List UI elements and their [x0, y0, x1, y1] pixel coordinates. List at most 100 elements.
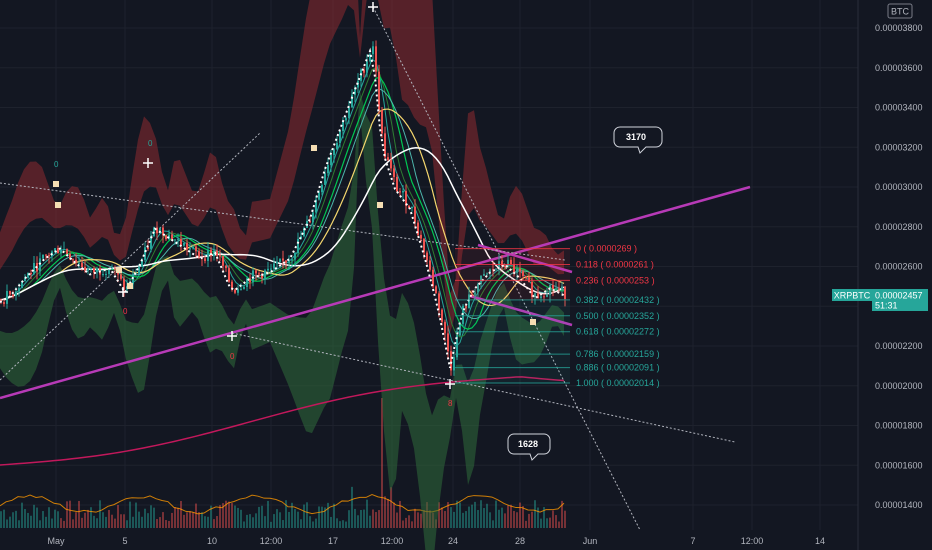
volume-bar	[87, 509, 89, 528]
time-tick-label: Jun	[583, 536, 598, 546]
candle-body	[420, 234, 422, 239]
volume-bar	[36, 507, 38, 528]
candle-body	[540, 296, 542, 299]
volume-bar	[498, 509, 500, 528]
candle-body	[78, 262, 80, 264]
volume-bar	[219, 505, 221, 528]
signal-square	[127, 283, 133, 289]
candle-body	[528, 277, 530, 282]
callout-1628[interactable]: 1628	[507, 433, 551, 461]
candle-body	[426, 252, 428, 261]
volume-bar	[192, 512, 194, 528]
volume-bar	[342, 520, 344, 528]
volume-bar	[66, 501, 68, 528]
volume-bar	[444, 511, 446, 528]
candle-body	[471, 294, 473, 296]
volume-bar	[126, 520, 128, 528]
volume-bar	[438, 502, 440, 528]
candle-body	[210, 249, 212, 257]
volume-bar	[555, 515, 557, 528]
price-axis-panel[interactable]	[858, 0, 932, 550]
unit-badge[interactable]	[887, 3, 913, 19]
candle-body	[381, 110, 383, 134]
volume-bar	[6, 519, 8, 528]
volume-bar	[186, 512, 188, 528]
candle-body	[273, 263, 275, 269]
candle-body	[324, 173, 326, 185]
fibonacci-retracement[interactable]: 0 ( 0.0000269 ) 0.118 ( 0.0000261 ) 0.236 …	[455, 244, 660, 388]
candle-body	[3, 302, 5, 304]
volume-bar	[561, 500, 563, 528]
volume-bar	[546, 518, 548, 528]
volume-bar	[492, 520, 494, 528]
volume-bar	[270, 521, 272, 528]
candle-body	[333, 149, 335, 156]
candle-body	[546, 294, 548, 297]
callout-3170[interactable]: 3170	[613, 126, 663, 154]
volume-bar	[18, 520, 20, 528]
signal-square	[53, 181, 59, 187]
volume-bar	[9, 516, 11, 528]
candle-body	[213, 250, 215, 257]
drawings	[0, 6, 751, 531]
candle-body	[48, 255, 50, 257]
candle-body	[138, 266, 140, 274]
time-tick-label: 5	[122, 536, 127, 546]
candle-body	[408, 205, 410, 209]
volume-bar	[231, 503, 233, 528]
volume-bar	[300, 519, 302, 528]
price-trail	[0, 47, 566, 369]
candle-body	[336, 142, 338, 150]
callout-bubble	[613, 126, 663, 154]
volume-bar	[537, 507, 539, 528]
volume-bar	[327, 502, 329, 528]
volume-bar	[156, 519, 158, 528]
candle-body	[9, 291, 11, 295]
time-tick-label: 7	[690, 536, 695, 546]
candle-body	[108, 269, 110, 274]
volume-bar	[363, 509, 365, 528]
volume-bar	[96, 518, 98, 528]
volume-bar	[453, 511, 455, 528]
candle-body	[483, 273, 485, 276]
candle-body	[219, 255, 221, 257]
volume-bar	[405, 517, 407, 528]
trendline-lower	[469, 294, 573, 327]
volume-bar	[120, 514, 122, 528]
candle-body	[465, 305, 467, 309]
volume-bar	[111, 514, 113, 528]
fib-level-label: 0 ( 0.0000269 )	[576, 244, 637, 254]
volume-bar	[378, 510, 380, 528]
candle-body	[399, 191, 401, 193]
volume-bar	[528, 513, 530, 528]
volume-bar	[345, 521, 347, 528]
candle-body	[513, 264, 515, 273]
last-price-tag	[872, 289, 928, 311]
candle-body	[6, 291, 8, 304]
volume-bar	[294, 509, 296, 528]
candle-body	[477, 284, 479, 293]
volume-bar	[468, 506, 470, 528]
signal-square	[55, 202, 61, 208]
time-tick-label: May	[47, 536, 65, 546]
candle-body	[393, 168, 395, 178]
volume-bar	[501, 507, 503, 528]
volume-bar	[117, 504, 119, 528]
candle-body	[189, 248, 191, 250]
volume-bar	[123, 514, 125, 528]
marker-count: 0	[123, 307, 128, 316]
candle-body	[504, 266, 506, 268]
volume-bar	[318, 506, 320, 528]
candle-body	[456, 335, 458, 358]
time-tick-label: 12:00	[741, 536, 764, 546]
volume-bar	[465, 511, 467, 528]
volume-bar	[114, 518, 116, 528]
candle-body	[252, 270, 254, 283]
callout-bubble	[507, 433, 551, 461]
candle-body	[531, 281, 533, 297]
candle-body	[276, 261, 278, 264]
volume-bar	[222, 503, 224, 528]
volume-bar	[447, 502, 449, 528]
candle-body	[84, 267, 86, 271]
